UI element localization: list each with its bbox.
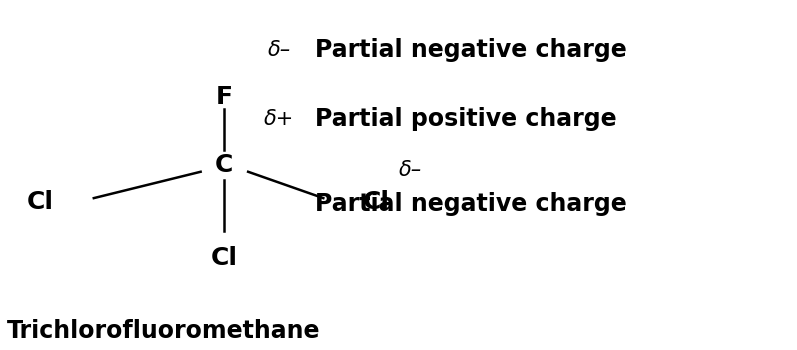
Text: Cl: Cl xyxy=(27,190,54,214)
Text: Trichlorofluoromethane: Trichlorofluoromethane xyxy=(6,319,320,343)
Text: Partial negative charge: Partial negative charge xyxy=(316,192,627,216)
Text: Cl: Cl xyxy=(363,190,390,214)
Text: F: F xyxy=(216,85,233,110)
Text: Partial positive charge: Partial positive charge xyxy=(316,107,617,131)
Text: Partial negative charge: Partial negative charge xyxy=(316,38,627,62)
Text: δ–: δ– xyxy=(268,40,291,60)
Text: C: C xyxy=(215,153,234,177)
Text: δ+: δ+ xyxy=(264,109,294,130)
Text: Cl: Cl xyxy=(211,246,238,270)
Text: δ–: δ– xyxy=(398,160,422,180)
